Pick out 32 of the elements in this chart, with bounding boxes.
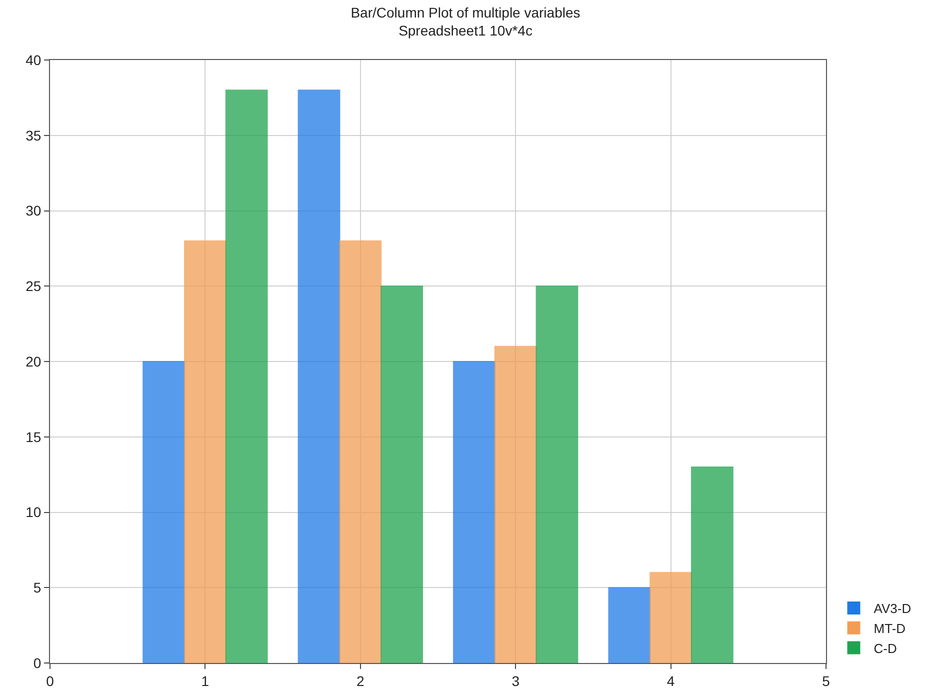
bar (225, 90, 268, 663)
bar (536, 286, 578, 663)
x-tick-label: 4 (666, 672, 675, 689)
y-tick-label: 10 (26, 504, 42, 520)
chart-title: Bar/Column Plot of multiple variables (350, 4, 580, 20)
y-tick-label: 20 (26, 353, 42, 370)
legend-label: MT-D (874, 620, 906, 636)
y-tick-label: 15 (26, 428, 42, 445)
x-tick-label: 0 (46, 672, 54, 689)
y-tick-label: 30 (26, 202, 42, 219)
bar (380, 286, 423, 663)
y-tick-label: 40 (26, 52, 42, 68)
y-tick-label: 25 (26, 278, 42, 294)
bar (142, 361, 186, 663)
x-tick-label: 1 (201, 672, 210, 689)
bar (184, 240, 226, 663)
bar (690, 466, 734, 663)
legend-label: AV3-D (874, 601, 912, 616)
chart-subtitle: Spreadsheet1 10v*4c (398, 22, 532, 39)
bar (650, 572, 692, 663)
bar (494, 346, 537, 663)
bar (608, 587, 651, 663)
bar (298, 90, 340, 663)
y-tick-label: 35 (26, 127, 42, 144)
bar (339, 240, 382, 663)
y-tick-label: 0 (33, 654, 42, 671)
legend-label: C-D (874, 640, 897, 656)
x-tick-label: 5 (822, 672, 830, 689)
x-tick-label: 2 (356, 672, 364, 689)
x-tick-label: 3 (512, 672, 520, 689)
y-tick-label: 5 (33, 580, 42, 596)
bar (453, 361, 496, 663)
